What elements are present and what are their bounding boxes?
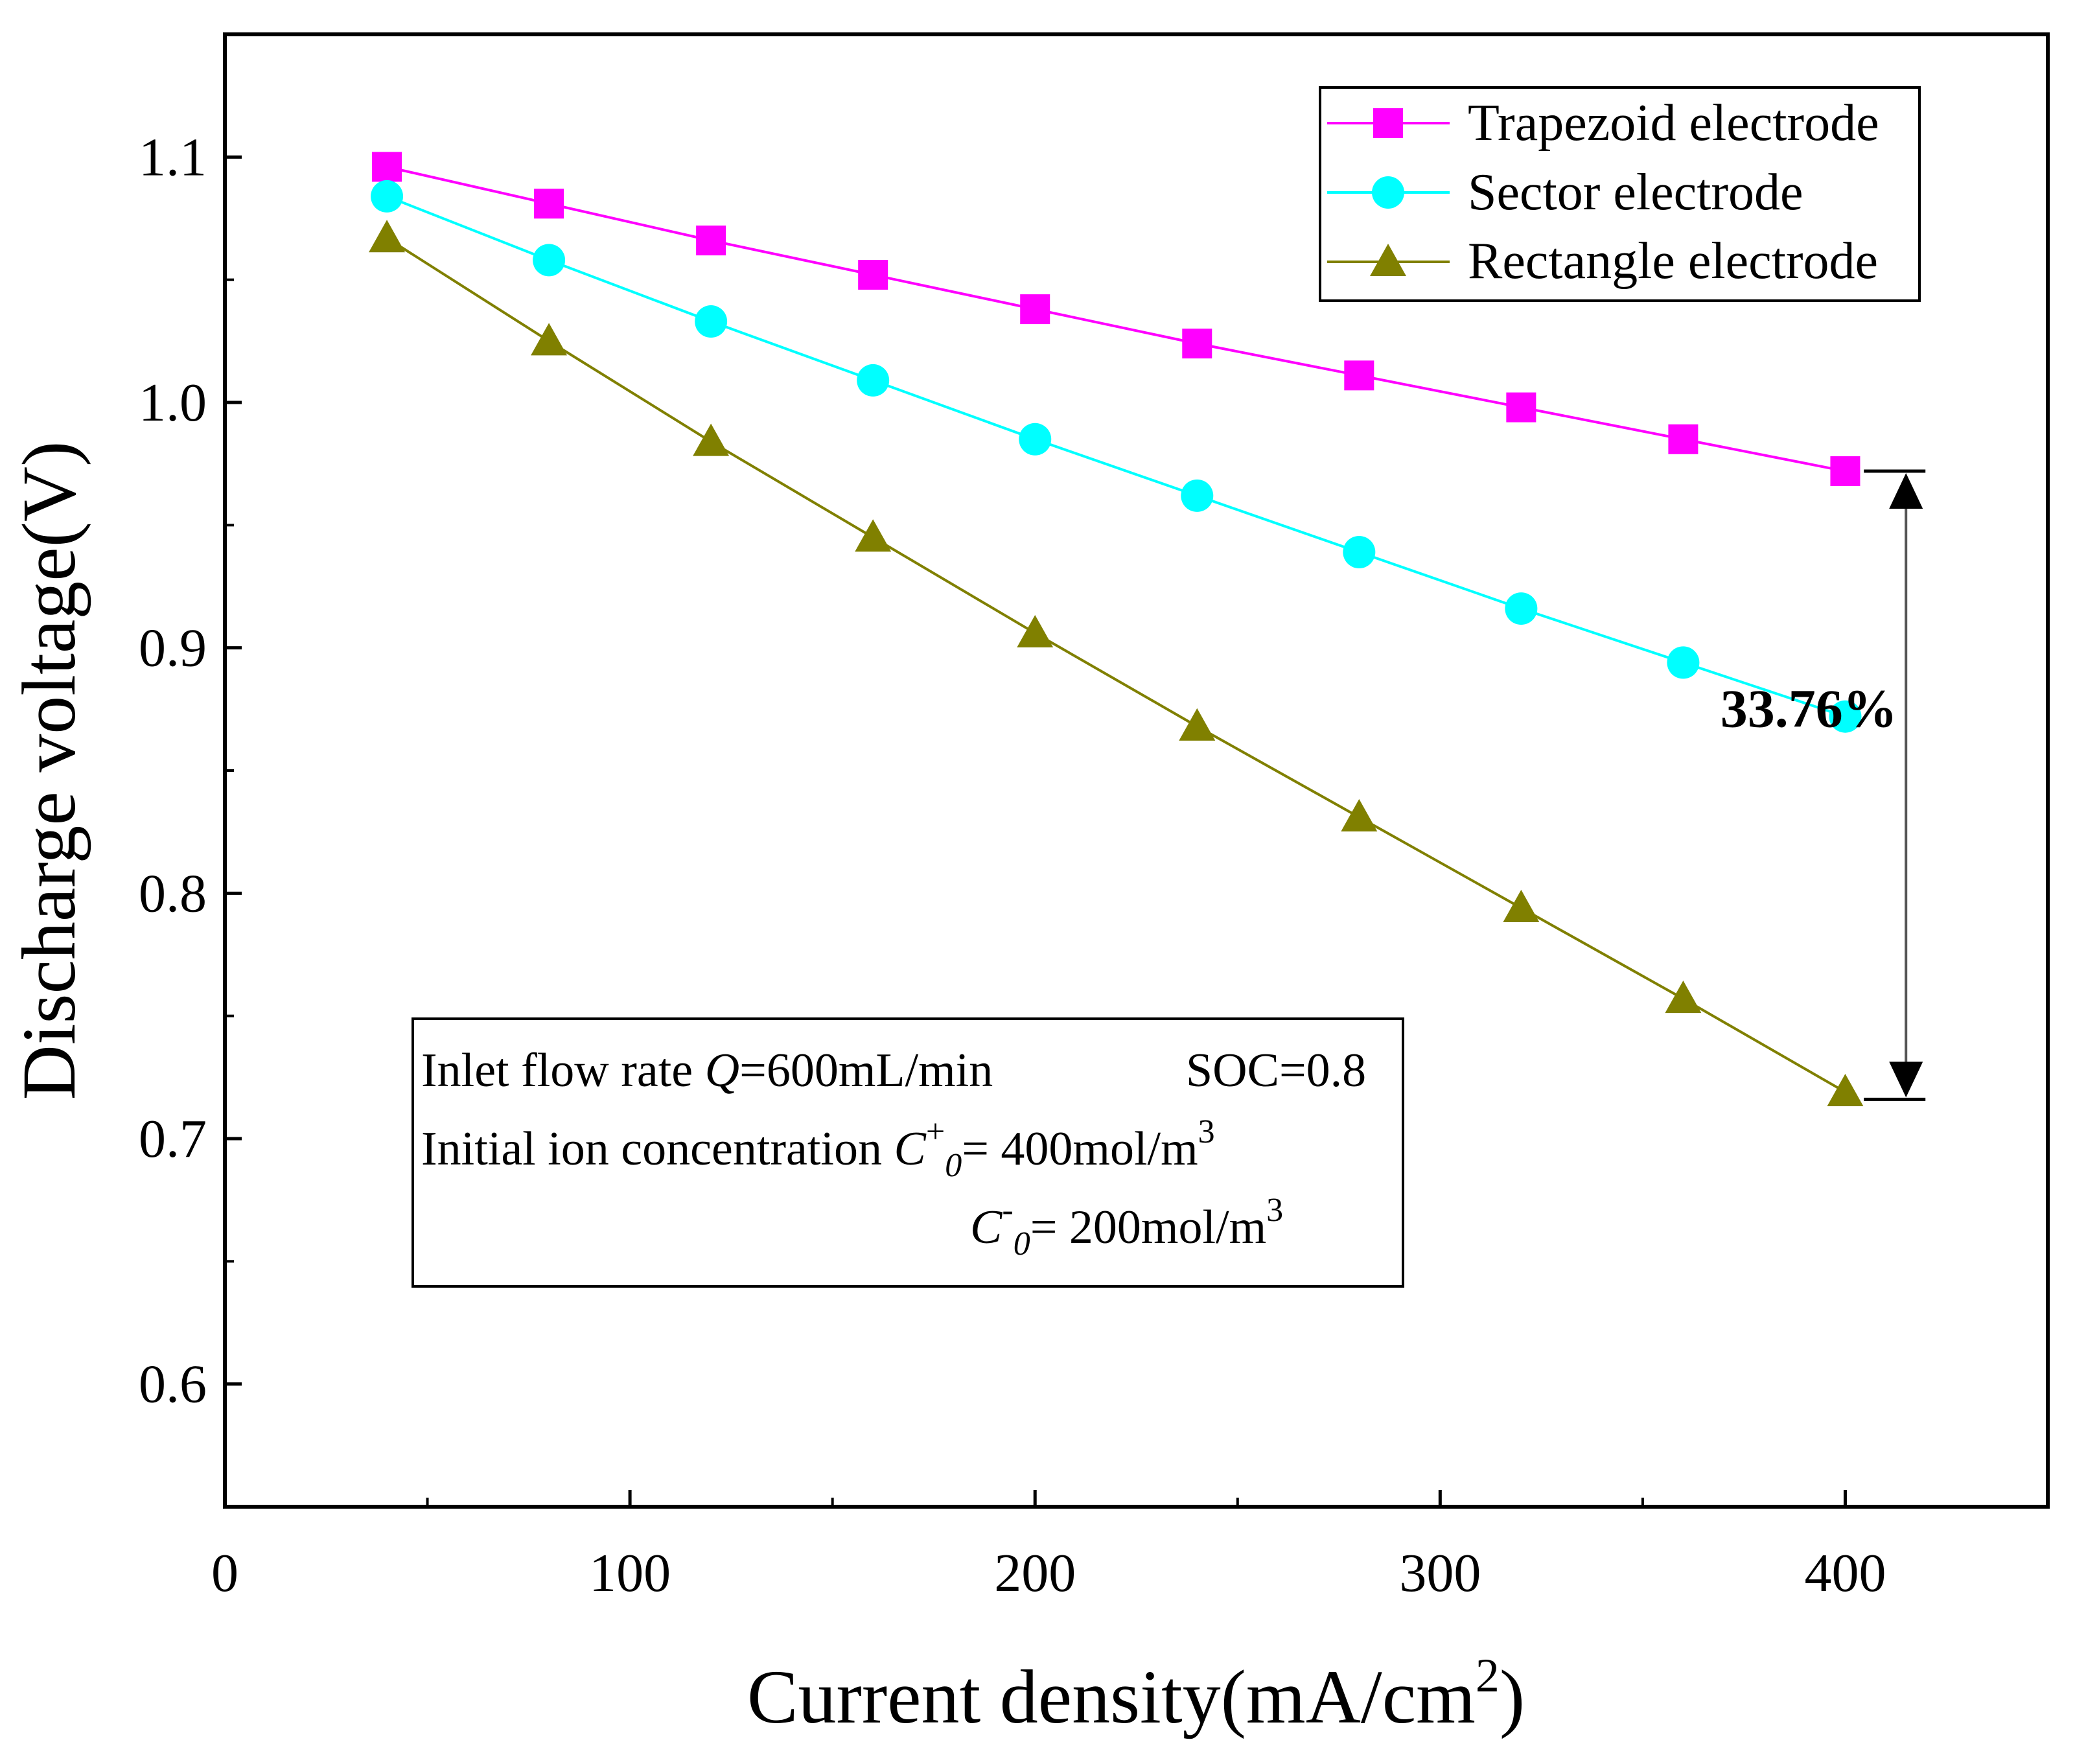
x-axis: 0 100 200 300 400 [211,1490,1886,1603]
x-tick-label: 200 [994,1543,1076,1603]
data-point [1505,592,1538,625]
condition-soc: SOC=0.8 [1186,1044,1366,1097]
data-point [855,519,892,552]
data-point [1341,798,1378,831]
data-point [695,305,728,338]
y-tick-label: 1.0 [139,373,207,433]
x-tick-label: 0 [211,1543,238,1603]
data-point [1181,479,1214,512]
data-point [1665,981,1702,1014]
y-axis-title: Discharge voltage(V) [6,441,91,1100]
y-axis: 0.6 0.7 0.8 0.9 1.0 1.1 [139,127,242,1415]
condition-c-plus: Initial ion concentration C+0= 400mol/m3 [421,1113,1215,1184]
series-line [386,237,1846,1093]
legend-label-sector: Sector electrode [1468,164,1803,221]
data-point [531,323,568,356]
series-line [386,165,1846,472]
data-point [1343,535,1376,568]
condition-c-minus: C-0= 200mol/m3 [970,1192,1283,1262]
data-point [1667,646,1700,679]
legend-marker [1372,176,1404,209]
legend-marker [1373,108,1403,138]
data-point [1017,614,1054,647]
data-point [858,260,888,290]
series-1 [371,180,1862,733]
x-axis-title-close: ) [1500,1654,1525,1739]
data-point [372,152,402,182]
y-tick-label: 0.8 [139,863,207,923]
data-point [1506,392,1536,423]
x-tick-label: 400 [1804,1543,1886,1603]
percent-annotation [1864,469,1926,1101]
data-point [533,244,566,277]
conditions-border [412,1017,1404,1288]
legend: Trapezoid electrode Sector electrode Rec… [1319,86,1921,302]
y-tick-label: 0.6 [139,1354,207,1415]
percent-annotation-label: 33.76% [1721,679,1897,739]
data-point [1503,890,1540,923]
conditions-box: Inlet flow rate Q=600mL/min SOC=0.8 Init… [412,1017,1404,1288]
data-point [1668,424,1698,454]
data-point [1827,1074,1864,1107]
y-tick-label: 0.9 [139,618,207,679]
series-layer [369,152,1864,1107]
data-point [1182,329,1212,359]
data-point [1019,423,1052,456]
data-point [371,180,404,213]
data-point [696,226,726,256]
x-axis-title: Current density(mA/cm2) [747,1649,1525,1739]
data-point [857,364,890,397]
annotation-arrow-up [1889,473,1923,509]
data-point [1020,294,1050,325]
data-point [534,189,564,219]
series-2 [369,220,1864,1107]
data-point [1179,708,1216,741]
y-tick-label: 1.1 [139,127,207,187]
annotation-arrow-down [1889,1062,1923,1098]
data-point [693,423,730,456]
legend-label-trapezoid: Trapezoid electrode [1468,95,1879,152]
data-point [1829,700,1862,733]
data-point [369,220,406,253]
x-tick-label: 100 [589,1543,671,1603]
series-0 [372,152,1861,487]
x-axis-title-main: Current density(mA/cm [747,1654,1476,1739]
data-point [1344,360,1374,391]
condition-flow-rate: Inlet flow rate Q=600mL/min [421,1044,993,1097]
x-tick-label: 300 [1399,1543,1481,1603]
legend-label-rectangle: Rectangle electrode [1468,233,1878,290]
data-point [1830,456,1861,487]
series-line [386,195,1846,718]
legend-marker [1370,244,1406,276]
y-tick-label: 0.7 [139,1109,207,1169]
x-axis-title-sup: 2 [1476,1649,1500,1702]
